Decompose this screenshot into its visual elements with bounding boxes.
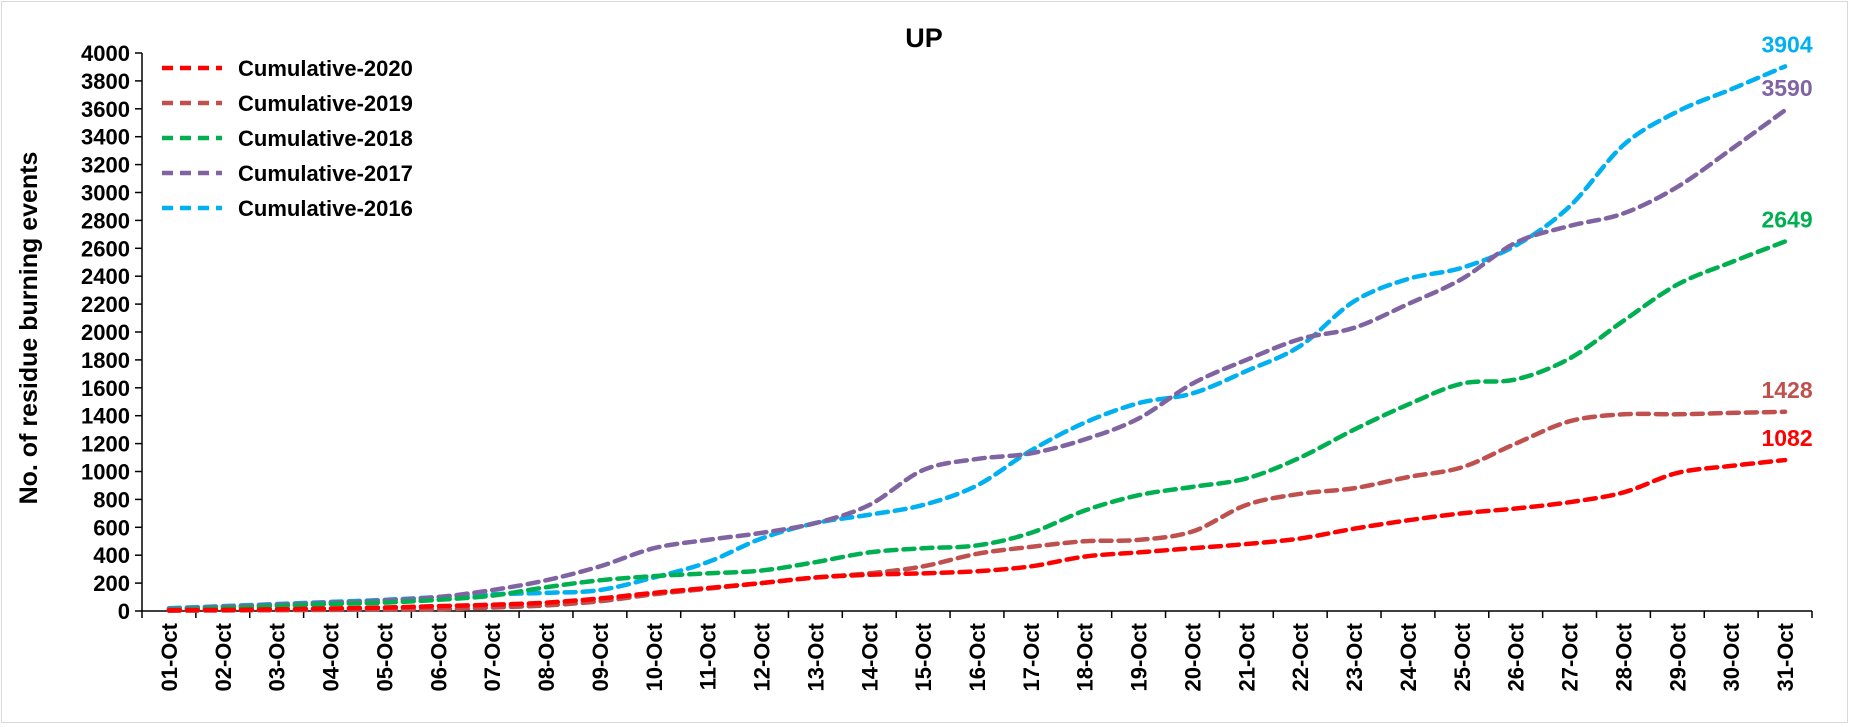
x-tick-label: 08-Oct bbox=[534, 622, 559, 691]
y-tick-label: 400 bbox=[93, 543, 130, 568]
legend-item: Cumulative-2017 bbox=[162, 161, 413, 186]
x-tick-label: 27-Oct bbox=[1558, 622, 1583, 691]
series-line-cumulative-2019 bbox=[166, 409, 1788, 613]
end-label-cumulative-2016: 3904 bbox=[1761, 31, 1812, 57]
x-tick-label: 12-Oct bbox=[750, 622, 775, 691]
series-line-cumulative-2018 bbox=[166, 239, 1788, 613]
y-tick-label: 2600 bbox=[81, 236, 130, 261]
end-label-cumulative-2018: 2649 bbox=[1761, 206, 1812, 232]
x-tick-label: 10-Oct bbox=[642, 622, 667, 691]
y-tick-label: 2800 bbox=[81, 208, 130, 233]
y-tick-label: 3200 bbox=[81, 153, 130, 178]
end-label-cumulative-2017: 3590 bbox=[1761, 75, 1812, 101]
legend-item: Cumulative-2016 bbox=[162, 196, 413, 221]
legend-item: Cumulative-2020 bbox=[162, 56, 413, 81]
series-line-cumulative-2017 bbox=[166, 107, 1788, 612]
legend-label: Cumulative-2016 bbox=[238, 196, 413, 221]
x-tick-label: 23-Oct bbox=[1342, 622, 1367, 691]
legend-label: Cumulative-2017 bbox=[238, 161, 413, 186]
series-lines bbox=[166, 64, 1788, 613]
x-tick-label: 26-Oct bbox=[1504, 622, 1529, 691]
x-tick-label: 06-Oct bbox=[426, 622, 451, 691]
y-tick-label: 4000 bbox=[81, 41, 130, 66]
x-tick-label: 09-Oct bbox=[588, 622, 613, 691]
x-tick-label: 13-Oct bbox=[803, 622, 828, 691]
x-axis: 01-Oct 02-Oct 03-Oct 04-Oct 05-Oct 06-Oct 07-O… bbox=[141, 611, 1813, 691]
y-tick-label: 600 bbox=[93, 515, 130, 540]
legend-item: Cumulative-2018 bbox=[162, 126, 413, 151]
x-tick-label: 15-Oct bbox=[911, 622, 936, 691]
y-tick-label: 3000 bbox=[81, 181, 130, 206]
legend-item: Cumulative-2019 bbox=[162, 91, 413, 116]
y-tick-label: 3800 bbox=[81, 69, 130, 94]
y-tick-label: 0 bbox=[118, 599, 130, 624]
x-tick-label: 20-Oct bbox=[1180, 622, 1205, 691]
y-tick-label: 1200 bbox=[81, 432, 130, 457]
x-tick-label: 30-Oct bbox=[1719, 622, 1744, 691]
x-tick-label: 17-Oct bbox=[1019, 622, 1044, 691]
y-tick-label: 1000 bbox=[81, 460, 130, 485]
end-label-cumulative-2020: 1082 bbox=[1761, 425, 1812, 451]
legend-label: Cumulative-2020 bbox=[238, 56, 413, 81]
x-tick-label: 04-Oct bbox=[319, 622, 344, 691]
y-axis-label: No. of residue burning events bbox=[15, 152, 43, 505]
chart-title: UP bbox=[905, 23, 943, 53]
x-tick-label: 02-Oct bbox=[211, 622, 236, 691]
x-tick-label: 18-Oct bbox=[1073, 622, 1098, 691]
x-tick-label: 24-Oct bbox=[1396, 622, 1421, 691]
x-tick-label: 31-Oct bbox=[1773, 622, 1798, 691]
legend: Cumulative-2020 Cumulative-2019 Cumulative… bbox=[162, 56, 413, 221]
x-tick-label: 21-Oct bbox=[1234, 622, 1259, 691]
x-tick-label: 19-Oct bbox=[1127, 622, 1152, 691]
series-line-cumulative-2020 bbox=[166, 457, 1788, 613]
legend-label: Cumulative-2018 bbox=[238, 126, 413, 151]
y-tick-label: 2000 bbox=[81, 320, 130, 345]
y-tick-label: 3600 bbox=[81, 97, 130, 122]
y-tick-label: 1800 bbox=[81, 348, 130, 373]
x-tick-label: 28-Oct bbox=[1611, 622, 1636, 691]
y-tick-label: 2400 bbox=[81, 264, 130, 289]
x-tick-label: 03-Oct bbox=[265, 622, 290, 691]
y-tick-label: 3400 bbox=[81, 125, 130, 150]
x-tick-label: 25-Oct bbox=[1450, 622, 1475, 691]
x-tick-label: 05-Oct bbox=[372, 622, 397, 691]
end-value-labels: 1082 1428 2649 3590 3904 bbox=[1761, 31, 1812, 451]
y-tick-label: 200 bbox=[93, 571, 130, 596]
x-tick-label: 11-Oct bbox=[696, 622, 721, 690]
x-tick-label: 01-Oct bbox=[157, 622, 182, 691]
x-tick-label: 29-Oct bbox=[1665, 622, 1690, 691]
y-tick-label: 1400 bbox=[81, 404, 130, 429]
y-tick-label: 2200 bbox=[81, 292, 130, 317]
legend-label: Cumulative-2019 bbox=[238, 91, 413, 116]
y-tick-label: 1600 bbox=[81, 376, 130, 401]
x-tick-label: 22-Oct bbox=[1288, 622, 1313, 691]
x-tick-label: 16-Oct bbox=[965, 622, 990, 691]
x-tick-label: 07-Oct bbox=[480, 622, 505, 691]
end-label-cumulative-2019: 1428 bbox=[1761, 377, 1812, 403]
x-tick-label: 14-Oct bbox=[857, 622, 882, 691]
y-tick-label: 800 bbox=[93, 487, 130, 512]
